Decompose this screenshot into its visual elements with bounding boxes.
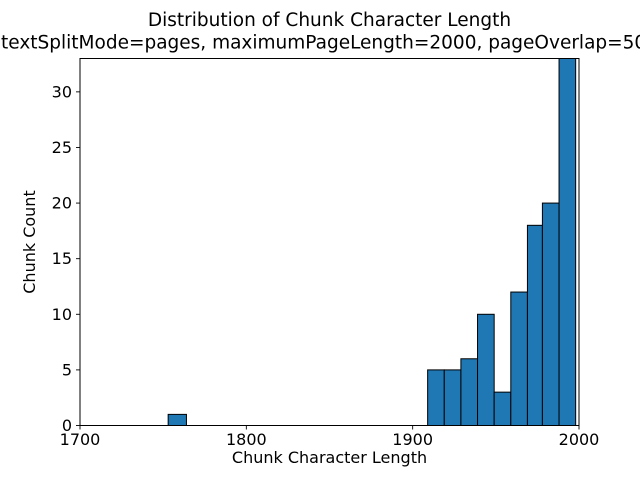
y-tick-label: 5 bbox=[62, 360, 72, 379]
x-tick-label: 2000 bbox=[559, 430, 600, 449]
x-tick-label: 1800 bbox=[226, 430, 267, 449]
chart-title: Distribution of Chunk Character Length bbox=[148, 10, 511, 31]
histogram-bar bbox=[541, 202, 560, 426]
histogram-bar bbox=[167, 413, 187, 426]
y-tick-label: 30 bbox=[52, 82, 72, 101]
histogram-bar bbox=[443, 369, 462, 427]
y-tick-label: 25 bbox=[52, 138, 72, 157]
histogram-bar bbox=[427, 369, 445, 427]
x-axis-label: Chunk Character Length bbox=[232, 448, 427, 467]
y-tick-label: 20 bbox=[52, 194, 72, 213]
histogram-bar bbox=[526, 224, 543, 426]
histogram-bar bbox=[510, 291, 528, 426]
x-tick-label: 1900 bbox=[392, 430, 433, 449]
axes-spines bbox=[79, 58, 580, 426]
y-tick-label: 0 bbox=[62, 416, 72, 435]
ticks-group: 1700 1800 1900 2000 0 5 10 15 20 25 30 bbox=[52, 82, 600, 449]
bars-group bbox=[167, 58, 577, 427]
chart-subtitle: (textSplitMode=pages, maximumPageLength=… bbox=[0, 33, 640, 54]
histogram-bar bbox=[493, 391, 512, 426]
y-tick-label: 15 bbox=[52, 249, 72, 268]
histogram-bar bbox=[558, 58, 577, 426]
histogram-bar bbox=[460, 358, 479, 427]
y-axis-label: Chunk Count bbox=[20, 190, 39, 293]
x-tick-label: 1700 bbox=[60, 430, 101, 449]
histogram-bar bbox=[477, 313, 495, 426]
y-tick-label: 10 bbox=[52, 305, 72, 324]
